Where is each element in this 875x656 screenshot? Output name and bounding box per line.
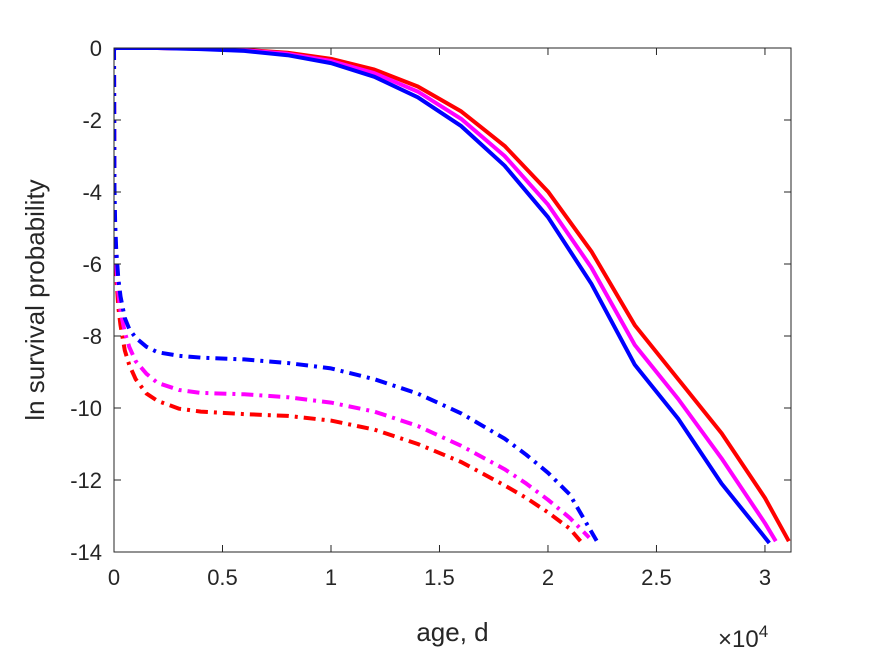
y-tick-label: -4 bbox=[82, 180, 102, 205]
x-tick-label: 0 bbox=[108, 565, 120, 590]
x-tick-label: 1.5 bbox=[424, 565, 455, 590]
x-tick-label: 3 bbox=[759, 565, 771, 590]
y-tick-label: -12 bbox=[70, 468, 102, 493]
series-line-dashdot-5 bbox=[114, 48, 600, 545]
tick-layer: 0 0.5 1 1.5 2 2.5 3 0 -2 -4 -6 -8 -10 -12 -14 bbox=[70, 36, 791, 590]
x-exponent-power: 4 bbox=[759, 622, 768, 641]
y-tick-label: -2 bbox=[82, 108, 102, 133]
y-tick-label: 0 bbox=[90, 36, 102, 61]
y-tick-label: -6 bbox=[82, 252, 102, 277]
y-tick-label: -10 bbox=[70, 396, 102, 421]
x-tick-label: 0.5 bbox=[207, 565, 238, 590]
series-layer bbox=[114, 48, 791, 545]
x-tick-label: 2.5 bbox=[641, 565, 672, 590]
y-tick-label: -8 bbox=[82, 324, 102, 349]
series-line-dashdot-4 bbox=[114, 48, 591, 540]
y-axis-label: ln survival probability bbox=[20, 179, 50, 420]
x-exponent-base: ×10 bbox=[718, 626, 759, 653]
x-tick-label: 1 bbox=[325, 565, 337, 590]
y-tick-label: -14 bbox=[70, 540, 102, 565]
series-line-solid-0 bbox=[114, 48, 791, 543]
x-tick-label: 2 bbox=[542, 565, 554, 590]
series-line-solid-1 bbox=[114, 48, 778, 543]
x-exponent-label: ×104 bbox=[718, 622, 768, 653]
series-line-solid-2 bbox=[114, 48, 771, 545]
plot-area-frame bbox=[113, 47, 792, 553]
x-axis-label: age, d bbox=[416, 617, 488, 647]
